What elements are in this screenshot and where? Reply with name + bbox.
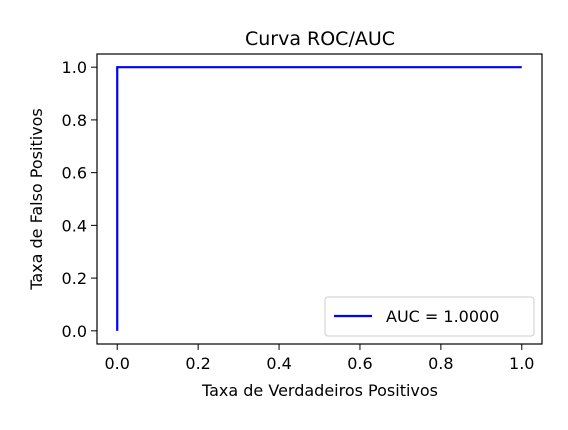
x-tick-label: 1.0 [509, 354, 534, 373]
roc-curve-line [116, 66, 522, 331]
y-tick-label: 0.2 [62, 269, 87, 288]
y-axis-ticks: 0.0 0.2 0.4 0.6 0.8 1.0 [62, 58, 97, 341]
series-layer [116, 66, 522, 331]
x-tick-label: 0.8 [428, 354, 453, 373]
y-axis-label: Taxa de Falso Positivos [27, 108, 46, 291]
chart-title: Curva ROC/AUC [245, 28, 395, 50]
x-axis-label: Taxa de Verdadeiros Positivos [201, 381, 438, 400]
legend-box [324, 296, 535, 337]
y-tick-label: 1.0 [62, 58, 87, 77]
legend: AUC = 1.0000 [324, 296, 535, 337]
x-tick-label: 0.4 [266, 354, 291, 373]
x-tick-label: 0.0 [105, 354, 130, 373]
x-axis-ticks: 0.0 0.2 0.4 0.6 0.8 1.0 [105, 344, 534, 373]
y-tick-label: 0.8 [62, 111, 87, 130]
y-tick-label: 0.6 [62, 164, 87, 183]
x-tick-label: 0.6 [347, 354, 372, 373]
x-tick-label: 0.2 [185, 354, 210, 373]
plot-area [96, 53, 543, 345]
legend-label: AUC = 1.0000 [386, 307, 499, 326]
y-tick-label: 0.4 [62, 216, 87, 235]
y-tick-label: 0.0 [62, 322, 87, 341]
